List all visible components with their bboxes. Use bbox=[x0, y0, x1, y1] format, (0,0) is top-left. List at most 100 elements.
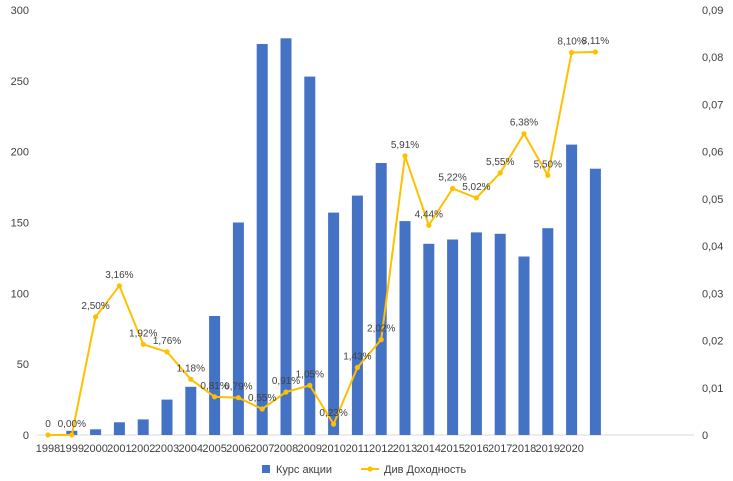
yield-point-2000 bbox=[93, 314, 99, 320]
x-tick-label: 2011 bbox=[346, 443, 370, 455]
yield-label-2006: 0,79% bbox=[224, 382, 252, 393]
yield-point-2010 bbox=[331, 421, 337, 427]
left-tick-label: 0 bbox=[23, 430, 29, 442]
yield-point-2013 bbox=[402, 153, 408, 159]
yield-label-2013: 5,91% bbox=[391, 140, 419, 151]
x-tick-label: 2013 bbox=[393, 443, 417, 455]
x-tick-label: 2019 bbox=[536, 443, 560, 455]
yield-label-2001: 3,16% bbox=[105, 270, 133, 281]
yield-point-2002 bbox=[140, 341, 146, 347]
yield-label-2019: 5,50% bbox=[534, 159, 562, 170]
yield-label-2007: 0,55% bbox=[248, 393, 276, 404]
left-tick-label: 300 bbox=[11, 5, 29, 17]
right-tick-label: 0,04 bbox=[702, 241, 723, 253]
yield-label-extra-23: 8,11% bbox=[582, 36, 610, 47]
right-tick-label: 0,03 bbox=[702, 288, 723, 300]
bar-2006 bbox=[232, 222, 244, 435]
yield-label-2018: 6,38% bbox=[510, 118, 538, 129]
data-labels: 0 0,00% 2,50% 3,16% 1,92%1,76% 1,18% 0,81%0,79… bbox=[45, 36, 609, 430]
right-tick-label: 0 bbox=[702, 430, 708, 442]
yield-label-2012: 2,02% bbox=[367, 324, 395, 335]
bar-2003 bbox=[161, 399, 173, 435]
yield-point-2018 bbox=[521, 131, 527, 137]
yield-point-2016 bbox=[473, 195, 479, 201]
bar-2015 bbox=[447, 239, 459, 435]
right-tick-label: 0,07 bbox=[702, 99, 723, 111]
x-tick-label: 2005 bbox=[202, 443, 226, 455]
yield-point-2017 bbox=[497, 170, 503, 176]
yield-point-2004 bbox=[188, 376, 194, 382]
x-tick-label: 2018 bbox=[512, 443, 536, 455]
x-tick-label: 2012 bbox=[369, 443, 393, 455]
x-tick-label: 2002 bbox=[131, 443, 155, 455]
x-tick-label: 2001 bbox=[107, 443, 131, 455]
yield-point-2007 bbox=[259, 406, 265, 412]
bar-series bbox=[66, 38, 601, 436]
legend-marker-swatch bbox=[367, 466, 373, 472]
yield-label-2003: 1,76% bbox=[153, 336, 181, 347]
yield-label-2015: 5,22% bbox=[438, 173, 466, 184]
legend-bar-swatch bbox=[262, 465, 270, 473]
bar-2019 bbox=[542, 228, 554, 435]
x-tick-label: 2015 bbox=[440, 443, 464, 455]
yield-point-2001 bbox=[116, 283, 122, 289]
legend[interactable]: Курс акции Див Доходность bbox=[262, 464, 466, 476]
right-tick-label: 0,09 bbox=[702, 5, 723, 17]
yield-point-2012 bbox=[378, 337, 384, 343]
x-tick-label: 2003 bbox=[155, 443, 179, 455]
yield-point-2009 bbox=[307, 382, 313, 388]
bar-2010 bbox=[328, 212, 340, 435]
yield-label-2004: 1,18% bbox=[177, 363, 205, 374]
yield-point-2019 bbox=[545, 172, 551, 178]
right-tick-label: 0,05 bbox=[702, 194, 723, 206]
yield-label-1999: 0,00% bbox=[58, 419, 86, 430]
yield-point-extra-23 bbox=[592, 49, 599, 55]
tick-labels: 0 50 100 150 200 250 300 0 0,01 0,02 0,03 0,04 0,05 0… bbox=[11, 5, 724, 455]
x-tick-label: 2000 bbox=[83, 443, 107, 455]
bar-2007 bbox=[256, 44, 268, 435]
bar-2011 bbox=[351, 195, 363, 435]
bar-2002 bbox=[137, 419, 149, 435]
yield-label-2017: 5,55% bbox=[486, 157, 514, 168]
right-tick-label: 0,06 bbox=[702, 147, 723, 159]
right-tick-label: 0,08 bbox=[702, 52, 723, 64]
yield-point-2014 bbox=[426, 222, 432, 228]
yield-point-2003 bbox=[164, 349, 170, 355]
yield-point-2006 bbox=[235, 395, 241, 401]
yield-label-2020: 8,10% bbox=[557, 37, 585, 48]
line-series bbox=[45, 49, 599, 438]
bar-2020 bbox=[566, 144, 578, 435]
x-tick-label: 2006 bbox=[226, 443, 250, 455]
bar-2009 bbox=[304, 76, 316, 435]
yield-point-2005 bbox=[212, 394, 218, 400]
yield-label-2009: 1,05% bbox=[296, 369, 324, 380]
legend-entry-dividend-yield[interactable]: Див Доходность bbox=[361, 464, 466, 476]
right-tick-label: 0,02 bbox=[702, 336, 723, 348]
left-tick-label: 250 bbox=[11, 76, 29, 88]
bar-2017 bbox=[494, 233, 506, 435]
yield-label-2002: 1,92% bbox=[129, 328, 157, 339]
yield-label-2011: 1,43% bbox=[343, 352, 371, 363]
x-tick-label: 2016 bbox=[464, 443, 488, 455]
yield-label-2000: 2,50% bbox=[81, 301, 109, 312]
left-tick-label: 100 bbox=[11, 288, 29, 300]
yield-point-1998 bbox=[45, 432, 51, 438]
x-tick-label: 2017 bbox=[488, 443, 512, 455]
yield-point-1999 bbox=[69, 432, 75, 438]
yield-label-2014: 4,44% bbox=[415, 209, 443, 220]
bar-2008 bbox=[280, 38, 292, 436]
yield-label-2010: 0,23% bbox=[319, 408, 347, 419]
x-tick-label: 1998 bbox=[36, 443, 60, 455]
right-tick-label: 0,01 bbox=[702, 383, 723, 395]
left-tick-label: 50 bbox=[17, 359, 29, 371]
dividend-yield-line bbox=[48, 51, 596, 436]
legend-entry-share-price[interactable]: Курс акции bbox=[262, 464, 332, 476]
bar-2004 bbox=[185, 386, 197, 435]
x-tick-label: 2010 bbox=[321, 443, 345, 455]
left-tick-label: 150 bbox=[11, 218, 29, 230]
legend-label-share-price: Курс акции bbox=[276, 464, 332, 476]
x-tick-label: 2004 bbox=[179, 443, 203, 455]
yield-point-2011 bbox=[354, 364, 360, 371]
yield-label-1998: 0 bbox=[45, 419, 51, 430]
